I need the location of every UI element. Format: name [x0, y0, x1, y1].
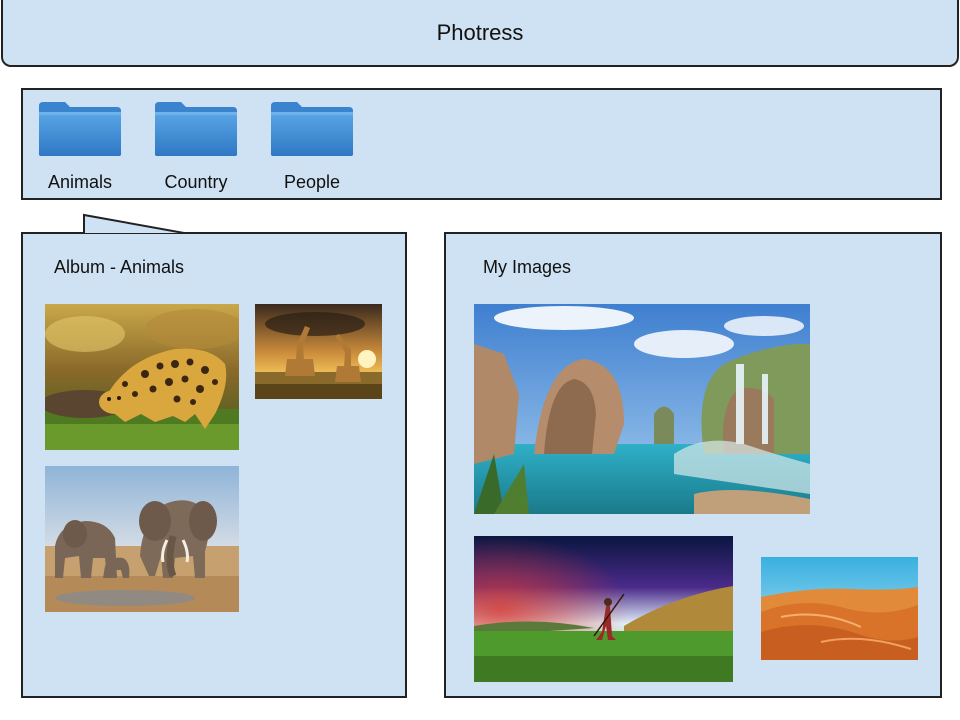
- folder-icon: [271, 102, 353, 156]
- folder-animals[interactable]: Animals: [35, 100, 125, 200]
- photo-hunter[interactable]: [474, 536, 733, 682]
- folder-label-people: People: [283, 172, 341, 192]
- elephants-image: [45, 466, 239, 612]
- album-panel: Album - Animals: [21, 232, 407, 698]
- app-title: Photress: [436, 19, 524, 45]
- folder-people[interactable]: People: [267, 100, 357, 200]
- photo-elephants[interactable]: [45, 466, 239, 612]
- fantasy-coast-image: [474, 304, 810, 514]
- folder-icon: [155, 102, 237, 156]
- my-images-panel: My Images: [444, 232, 942, 698]
- folder-label-animals: Animals: [47, 172, 113, 192]
- photo-leopard[interactable]: [45, 304, 239, 450]
- album-title: Album - Animals: [54, 257, 185, 277]
- app-header: Photress: [1, 0, 959, 67]
- folder-strip: Animals Country People: [21, 88, 942, 200]
- giraffes-image: [255, 304, 382, 399]
- my-images-title: My Images: [483, 257, 572, 277]
- photo-fantasy-coast[interactable]: [474, 304, 810, 514]
- photo-desert[interactable]: [761, 557, 918, 660]
- folder-icon: [39, 102, 121, 156]
- photo-giraffes[interactable]: [255, 304, 382, 399]
- leopard-image: [45, 304, 239, 450]
- hunter-image: [474, 536, 733, 682]
- desert-image: [761, 557, 918, 660]
- folder-country[interactable]: Country: [151, 100, 241, 200]
- folder-label-country: Country: [164, 172, 228, 192]
